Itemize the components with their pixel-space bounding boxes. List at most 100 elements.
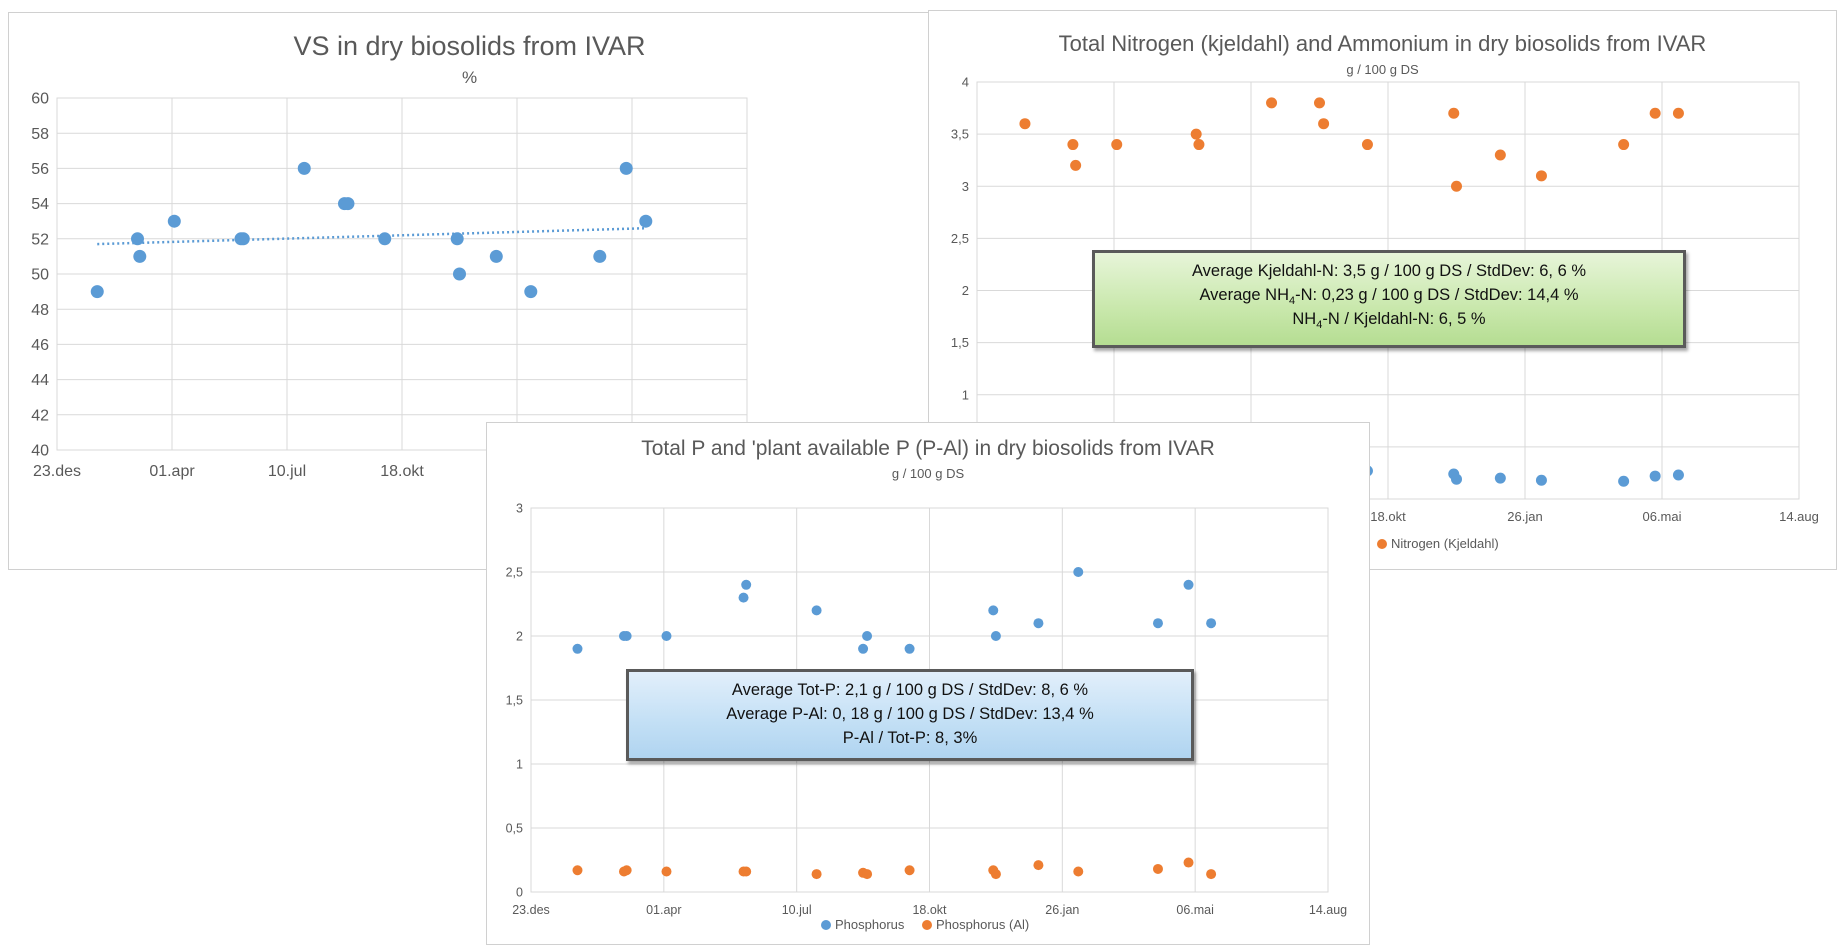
vs-series-0-point [236, 232, 250, 246]
nitrogen-stats-line-3-pre: NH [1292, 310, 1317, 328]
phosphorus-series-0-point [990, 631, 1001, 641]
vs-series-0-point [639, 214, 653, 228]
phosphorus-series-0-point [572, 643, 583, 654]
legend-label-phosphorus-al: Phosphorus (Al) [936, 917, 1030, 932]
nitrogen-stats-box: Average Kjeldahl-N: 3,5 g / 100 g DS / S… [1092, 250, 1686, 348]
vs-series-0-point [131, 232, 144, 246]
nitrogen-series-1-point [1494, 472, 1506, 484]
vs-series-0-point [450, 232, 464, 246]
phosphorus-series-1-point [904, 865, 915, 876]
nitrogen-y-tick-label: 1,5 [951, 335, 969, 350]
nitrogen-x-tick-label: 26.jan [1507, 509, 1542, 524]
phosphorus-series-0-point [661, 631, 672, 641]
phosphorus-y-tick-label: 0,5 [506, 821, 523, 835]
phosphorus-plot-area: 0 0,5 1 1,5 2 2,5 3 23.des 01.apr 10.jul 18.okt 26.… [506, 501, 1348, 917]
nitrogen-series-1-point [1535, 474, 1547, 486]
phosphorus-series-1-point [1073, 866, 1084, 877]
phosphorus-series-1-point [990, 869, 1001, 880]
nitrogen-chart-subtitle: g / 100 g DS [1346, 62, 1419, 77]
nitrogen-y-tick-label: 4 [962, 75, 969, 90]
phosphorus-series-1-point [741, 866, 752, 877]
legend-label-nitrogen-kjeldahl: Nitrogen (Kjeldahl) [1391, 536, 1499, 551]
phosphorus-chart-title: Total P and 'plant available P (P-Al) in… [641, 437, 1215, 460]
phosphorus-x-tick-label: 23.des [512, 903, 550, 917]
phosphorus-x-tick-label: 06.mai [1176, 903, 1214, 917]
phosphorus-series-1-point [862, 869, 873, 880]
vs-series-0-point [524, 285, 538, 299]
phosphorus-x-tick-label: 10.jul [782, 903, 812, 917]
phosphorus-y-tick-label: 2 [516, 629, 523, 643]
nitrogen-x-tick-label: 06.mai [1642, 509, 1681, 524]
phosphorus-chart: Total P and 'plant available P (P-Al) in… [486, 422, 1370, 945]
phosphorus-series-0-point [1152, 618, 1163, 629]
vs-y-tick-label: 52 [31, 231, 49, 248]
nitrogen-series-0-point [1649, 107, 1661, 119]
phosphorus-y-tick-label: 2,5 [506, 565, 523, 579]
vs-series-0-point [297, 161, 311, 175]
nitrogen-series-0-point [1318, 118, 1330, 130]
phosphorus-legend: Phosphorus Phosphorus (Al) [821, 917, 1043, 933]
phosphorus-series-0-point [621, 631, 632, 641]
vs-chart: VS in dry biosolids from IVAR % 40 42 44 46… [8, 12, 931, 570]
vs-series-0-point [453, 267, 466, 281]
phosphorus-series-1-point [572, 865, 583, 876]
nitrogen-legend: Nitrogen (Kjeldahl) [1377, 536, 1513, 552]
nitrogen-stats-line-2: Average NH4-N: 0,23 g / 100 g DS / StdDe… [1095, 283, 1683, 307]
vs-y-tick-label: 48 [31, 302, 49, 319]
vs-y-tick-label: 42 [31, 407, 49, 424]
nitrogen-series-0-point [1494, 149, 1506, 161]
nitrogen-y-tick-label: 2,5 [951, 231, 969, 246]
phosphorus-series-1-point [811, 869, 822, 880]
nitrogen-series-0-point [1361, 139, 1373, 151]
nitrogen-stats-line-3-sub: 4 [1316, 319, 1323, 331]
nitrogen-series-0-point [1314, 97, 1325, 109]
legend-item-phosphorus: Phosphorus [821, 917, 904, 932]
nitrogen-series-1-point [1672, 469, 1684, 481]
phosphorus-y-tick-label: 3 [516, 501, 523, 515]
phosphorus-series-0-point [1206, 618, 1217, 629]
vs-series-0-point [133, 249, 147, 263]
vs-y-tick-label: 40 [31, 443, 49, 460]
nitrogen-series-0-point [1070, 159, 1082, 171]
nitrogen-series-0-point [1193, 139, 1205, 151]
vs-x-tick-label: 01.apr [149, 463, 195, 480]
phosphorus-series-1-point [1152, 863, 1163, 874]
nitrogen-series-0-point [1111, 139, 1123, 151]
vs-series-0-point [593, 249, 607, 263]
phosphorus-x-tick-label: 01.apr [646, 903, 681, 917]
phosphorus-y-tick-label: 0 [516, 885, 523, 899]
nitrogen-stats-line-1: Average Kjeldahl-N: 3,5 g / 100 g DS / S… [1191, 262, 1587, 280]
legend-swatch-orange [922, 919, 933, 930]
phosphorus-series-0-point [862, 631, 873, 641]
legend-item-nitrogen-kjeldahl: Nitrogen (Kjeldahl) [1377, 536, 1499, 551]
vs-series-0-point [167, 214, 181, 228]
vs-y-tick-label: 58 [31, 126, 49, 143]
nitrogen-series-0-point [1451, 180, 1462, 192]
vs-chart-title: VS in dry biosolids from IVAR [293, 31, 646, 61]
legend-item-phosphorus-al: Phosphorus (Al) [922, 917, 1029, 932]
vs-series-0-point [90, 285, 104, 299]
phosphorus-stats-line-2: Average P-Al: 0, 18 g / 100 g DS / StdDe… [726, 705, 1094, 723]
vs-y-tick-label: 60 [31, 91, 49, 108]
vs-series-0-point [619, 161, 633, 175]
vs-series-0-point [341, 197, 355, 211]
nitrogen-series-0-point [1535, 170, 1547, 182]
vs-trendline [97, 226, 646, 246]
phosphorus-series-0-point [988, 605, 999, 616]
nitrogen-stats-line-3-post: -N / Kjeldahl-N: 6, 5 % [1322, 310, 1486, 328]
vs-y-tick-label: 50 [31, 267, 49, 284]
phosphorus-series-0-point [904, 643, 915, 654]
nitrogen-series-0-point [1019, 118, 1031, 130]
phosphorus-series-1-point [1033, 860, 1044, 871]
phosphorus-series-0-point [1073, 567, 1084, 577]
nitrogen-stats-line-2-sub: 4 [1289, 295, 1296, 307]
phosphorus-y-tick-label: 1 [516, 757, 523, 771]
nitrogen-stats-line-2-post: -N: 0,23 g / 100 g DS / StdDev: 14,4 % [1295, 286, 1579, 304]
phosphorus-stats-line-3: P-Al / Tot-P: 8, 3% [842, 729, 978, 747]
nitrogen-chart: Total Nitrogen (kjeldahl) and Ammonium i… [928, 10, 1837, 570]
phosphorus-x-tick-label: 14.aug [1309, 903, 1347, 917]
phosphorus-series-0-point [741, 579, 752, 590]
nitrogen-series-1-point [1451, 473, 1462, 485]
nitrogen-x-tick-label: 14.aug [1779, 509, 1819, 524]
phosphorus-series-0-point [1033, 618, 1044, 629]
